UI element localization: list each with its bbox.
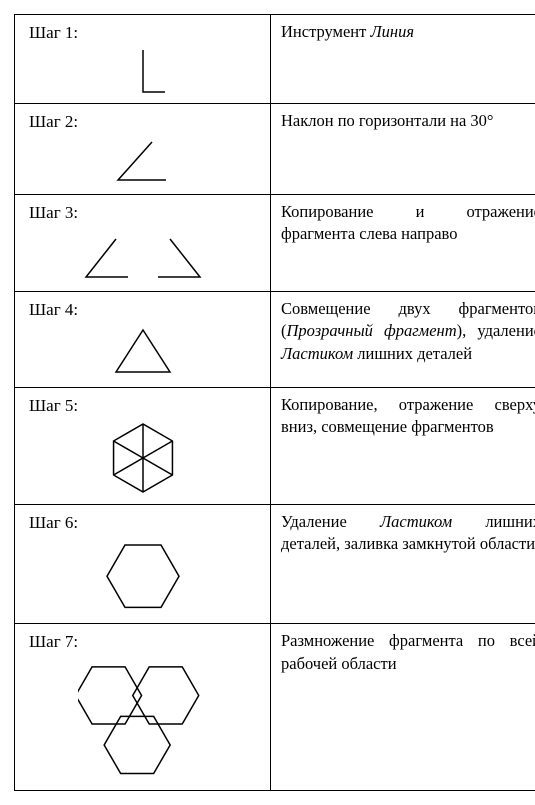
figure-step1	[118, 47, 168, 95]
step-row: Шаг 1: Инструмент Линия	[15, 15, 535, 104]
step-row: Шаг 7: Размножение фрагмента по всей рабо…	[15, 624, 535, 791]
step-row: Шаг 5: Копирование, отражение сверху вниз…	[15, 388, 535, 505]
figure-step3	[68, 227, 218, 283]
step-figure	[25, 537, 260, 615]
step-label: Шаг 6:	[29, 513, 260, 533]
figure-step2	[108, 136, 178, 186]
step-left-cell: Шаг 4:	[15, 292, 271, 388]
figure-step6	[102, 537, 184, 615]
step-desc-cell: Размножение фрагмента по всей рабочей об…	[271, 624, 535, 791]
step-label: Шаг 4:	[29, 300, 260, 320]
step-description: Размножение фрагмента по всей рабочей об…	[281, 630, 535, 675]
step-desc-cell: Удаление Ластиком лиш­них деталей, залив…	[271, 505, 535, 624]
step-figure	[25, 136, 260, 186]
step-figure	[25, 47, 260, 95]
step-left-cell: Шаг 3:	[15, 195, 271, 292]
step-row: Шаг 4: Совмещение двух фраг­ментов (Прозр…	[15, 292, 535, 388]
figure-step5	[105, 420, 181, 496]
step-left-cell: Шаг 1:	[15, 15, 271, 104]
figure-step7	[78, 656, 207, 782]
step-left-cell: Шаг 5:	[15, 388, 271, 505]
step-row: Шаг 2: Наклон по горизонтали на 30°	[15, 104, 535, 195]
step-desc-cell: Копирование, отражение сверху вниз, совм…	[271, 388, 535, 505]
step-description: Копирование и отражение фрагмента слева …	[281, 201, 535, 246]
step-label: Шаг 2:	[29, 112, 260, 132]
step-description: Наклон по горизонтали на 30°	[281, 110, 535, 132]
step-figure	[25, 227, 260, 283]
step-left-cell: Шаг 6:	[15, 505, 271, 624]
figure-step4	[110, 324, 176, 378]
step-figure	[25, 324, 260, 378]
step-label: Шаг 5:	[29, 396, 260, 416]
step-description: Удаление Ластиком лиш­них деталей, залив…	[281, 511, 535, 556]
step-desc-cell: Копирование и отражение фрагмента слева …	[271, 195, 535, 292]
step-left-cell: Шаг 7:	[15, 624, 271, 791]
step-desc-cell: Наклон по горизонтали на 30°	[271, 104, 535, 195]
step-desc-cell: Инструмент Линия	[271, 15, 535, 104]
step-desc-cell: Совмещение двух фраг­ментов (Прозрачный …	[271, 292, 535, 388]
step-left-cell: Шаг 2:	[15, 104, 271, 195]
step-figure	[25, 420, 260, 496]
step-figure	[25, 656, 260, 782]
step-row: Шаг 3: Копирование и отражение фрагмента …	[15, 195, 535, 292]
step-label: Шаг 1:	[29, 23, 260, 43]
step-description: Совмещение двух фраг­ментов (Прозрачный …	[281, 298, 535, 365]
step-description: Копирование, отражение сверху вниз, совм…	[281, 394, 535, 439]
step-label: Шаг 3:	[29, 203, 260, 223]
steps-table: Шаг 1: Инструмент Линия Шаг 2: Наклон по го…	[14, 14, 535, 791]
step-label: Шаг 7:	[29, 632, 260, 652]
step-description: Инструмент Линия	[281, 21, 535, 43]
step-row: Шаг 6: Удаление Ластиком лиш­них деталей,…	[15, 505, 535, 624]
